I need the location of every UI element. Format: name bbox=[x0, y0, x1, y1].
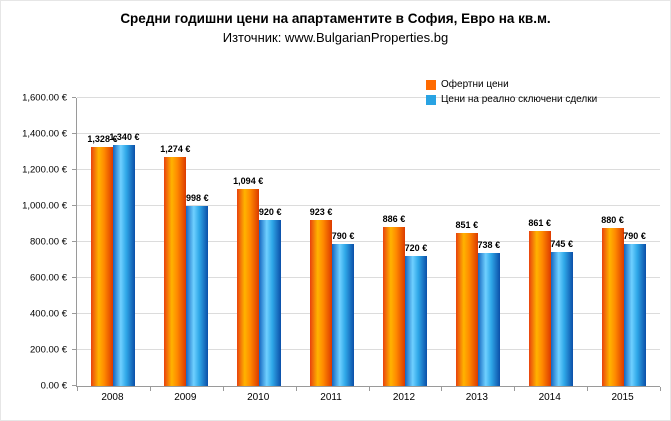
bar-value-label: 738 € bbox=[477, 240, 501, 251]
x-axis-category-label: 2009 bbox=[174, 392, 197, 403]
y-axis-tickmark bbox=[72, 277, 76, 278]
offer-price-bar-2011: 923 € bbox=[310, 207, 332, 386]
deal-price-bar-2010: 920 € bbox=[259, 207, 281, 386]
gridline bbox=[77, 205, 660, 206]
x-axis-category-label: 2011 bbox=[320, 392, 342, 403]
x-axis-tickmark bbox=[222, 387, 224, 391]
bar-value-label: 790 € bbox=[331, 230, 355, 241]
x-axis-category-label: 2015 bbox=[611, 392, 634, 403]
y-axis-tick-label: 1,200.00 € bbox=[22, 164, 67, 176]
bar-group-2012: 886 € 720 € bbox=[369, 98, 442, 386]
bar-group-2015: 880 € 790 € bbox=[587, 98, 660, 386]
bar-group-2008: 1,328 €1,340 € bbox=[77, 98, 150, 386]
legend-label: Цени на реално сключени сделки bbox=[441, 94, 598, 105]
x-axis-tickmark bbox=[514, 387, 516, 391]
bar-group-2010: 1,094 € 920 € bbox=[223, 98, 296, 386]
chart-title: Средни годишни цени на апартаментите в С… bbox=[120, 11, 551, 26]
bar-group-2013: 851 € 738 € bbox=[441, 98, 514, 386]
bar-value-label: 998 € bbox=[186, 193, 209, 204]
offer-price-bar-2009: 1,274 € bbox=[160, 144, 190, 386]
y-axis-tick-label: 1,400.00 € bbox=[22, 128, 67, 140]
x-axis-tickmark bbox=[295, 387, 297, 391]
offer-price-bar-2014: 861 € bbox=[528, 218, 551, 386]
gridline bbox=[77, 169, 660, 170]
bar-value-label: 1,274 € bbox=[160, 143, 191, 154]
x-axis-category-label: 2010 bbox=[247, 392, 270, 403]
offer-price-bar-2013: 851 € bbox=[456, 220, 478, 386]
gridline bbox=[77, 277, 660, 278]
x-axis-category-label: 2013 bbox=[465, 392, 488, 403]
bar-group-2009: 1,274 € 998 € bbox=[150, 98, 223, 386]
offer-price-bar-2008: 1,328 € bbox=[87, 134, 117, 386]
plot-area: 1,328 €1,340 € 1,274 € 998 € 1,094 € 920 € 92… bbox=[72, 97, 661, 391]
x-axis-tickmark bbox=[368, 387, 370, 391]
bar-value-label: 1,328 € bbox=[87, 133, 118, 144]
y-axis-tickmark bbox=[72, 385, 76, 386]
y-axis-tick-label: 800.00 € bbox=[30, 236, 67, 248]
y-axis-tick-label: 400.00 € bbox=[30, 308, 67, 320]
x-axis-labels: 2008 2009 2010 2011 2012 2013 2014 2015 bbox=[76, 392, 659, 403]
y-axis-labels: 0.00 € 200.00 € 400.00 € 600.00 € 800.00 € 1,… bbox=[1, 93, 67, 392]
bar-value-label: 1,340 € bbox=[109, 131, 140, 142]
y-axis-tick-label: 600.00 € bbox=[30, 272, 67, 284]
x-axis-category-label: 2012 bbox=[392, 392, 416, 403]
y-axis-tickmark bbox=[72, 205, 76, 206]
y-axis-tick-label: 0.00 € bbox=[40, 380, 67, 392]
bar-value-label: 920 € bbox=[258, 207, 282, 218]
legend-swatch-icon bbox=[426, 94, 436, 105]
y-axis-tickmark bbox=[72, 97, 76, 98]
x-axis-tickmark bbox=[587, 387, 589, 391]
y-axis-tick-label: 1,000.00 € bbox=[22, 200, 67, 212]
x-axis-category-label: 2014 bbox=[538, 392, 561, 403]
offer-price-bar-2015: 880 € bbox=[601, 215, 624, 386]
y-axis-tickmark bbox=[72, 241, 76, 242]
offer-price-bar-2012: 886 € bbox=[383, 214, 405, 386]
bar-group-2011: 923 € 790 € bbox=[296, 98, 369, 386]
deal-price-bar-2013: 738 € bbox=[478, 240, 500, 386]
bar-value-label: 1,094 € bbox=[233, 176, 264, 187]
deal-price-bar-2012: 720 € bbox=[405, 243, 427, 386]
bar-value-label: 790 € bbox=[623, 230, 646, 241]
y-axis-tickmark bbox=[72, 169, 76, 170]
y-axis-tick-label: 200.00 € bbox=[30, 344, 67, 356]
gridline bbox=[77, 97, 660, 98]
bar-value-label: 851 € bbox=[455, 219, 479, 230]
legend-item: Офертни цени bbox=[426, 79, 597, 90]
gridline bbox=[77, 241, 660, 242]
deal-price-bar-2008: 1,340 € bbox=[109, 132, 139, 386]
y-axis-tickmark bbox=[72, 313, 76, 314]
legend-swatch-icon bbox=[426, 79, 436, 90]
bar-value-label: 923 € bbox=[309, 206, 333, 217]
bars-layer: 1,328 €1,340 € 1,274 € 998 € 1,094 € 920 € 92… bbox=[77, 98, 660, 386]
deal-price-bar-2014: 745 € bbox=[550, 239, 573, 386]
legend: Офертни цени Цени на реално сключени сдел… bbox=[426, 79, 597, 109]
chart-subtitle: Източник: www.BulgarianProperties.bg bbox=[222, 30, 449, 45]
bar-group-2014: 861 € 745 € bbox=[514, 98, 587, 386]
deal-price-bar-2011: 790 € bbox=[332, 231, 354, 386]
x-axis-category-label: 2008 bbox=[101, 392, 124, 403]
offer-price-bar-2010: 1,094 € bbox=[233, 176, 263, 386]
x-axis-tickmark bbox=[441, 387, 443, 391]
legend-item: Цени на реално сключени сделки bbox=[426, 94, 597, 105]
x-axis-tickmark bbox=[149, 387, 151, 391]
bar-value-label: 880 € bbox=[601, 214, 624, 225]
deal-price-bar-2015: 790 € bbox=[623, 231, 646, 386]
bar-value-label: 745 € bbox=[550, 238, 573, 249]
gridline bbox=[77, 313, 660, 314]
gridline bbox=[77, 349, 660, 350]
deal-price-bar-2009: 998 € bbox=[186, 193, 209, 386]
legend-label: Офертни цени bbox=[441, 79, 509, 90]
bar-value-label: 720 € bbox=[404, 243, 428, 254]
bar-value-label: 861 € bbox=[528, 218, 551, 229]
y-axis-tickmark bbox=[72, 133, 76, 134]
x-axis-tickmark bbox=[660, 387, 661, 391]
x-axis-tickmark bbox=[77, 387, 78, 391]
y-axis-tick-label: 1,600.00 € bbox=[22, 92, 67, 104]
bar-value-label: 886 € bbox=[382, 213, 406, 224]
y-axis-tickmark bbox=[72, 349, 76, 350]
gridline bbox=[77, 133, 660, 134]
